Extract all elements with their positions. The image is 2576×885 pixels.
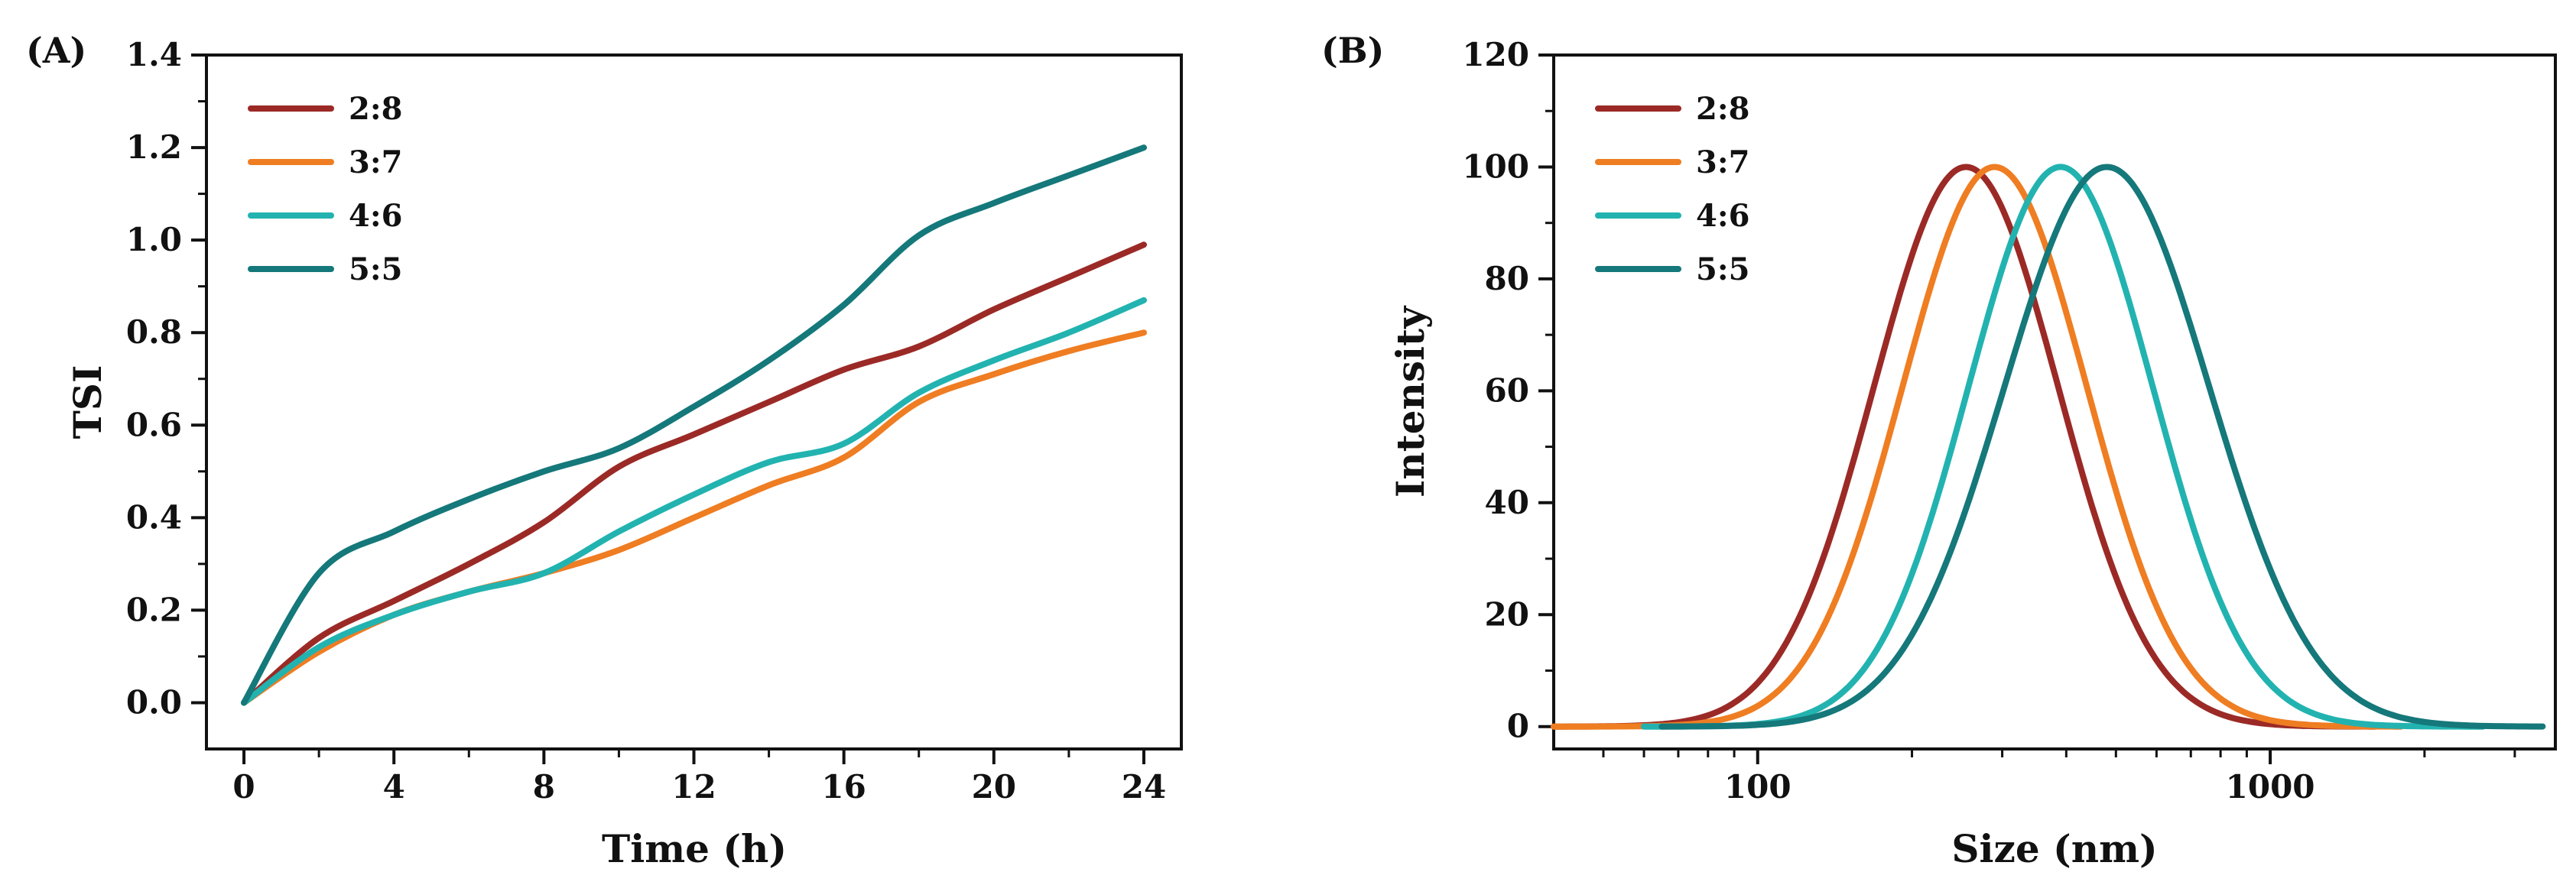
panel-a-y-tick-label: 0.2 (126, 591, 182, 628)
panel-a: (A) 0 4 8 12 16 20 240.00.20.40.60.81.01.21.4 … (26, 30, 1183, 871)
panel-b-legend-label-2-8: 2:8 (1696, 91, 1749, 127)
panel-a-x-tick-label: 4 (383, 768, 405, 806)
panel-a-y-tick-label: 0.6 (126, 406, 182, 443)
panel-a-y-tick-label: 0.8 (126, 313, 182, 351)
panel-b-y-tick-label: 100 (1462, 148, 1529, 185)
panel-a-ticks: 0 4 8 12 16 20 24 0.0 0.2 0.4 0.6 0.8 1.0 1.2 1.4 (126, 36, 1166, 806)
panel-a-label: (A) (26, 30, 86, 71)
panel-b-x-tick-label: 1000 (2226, 768, 2315, 806)
panel-a-y-tick-label: 0.4 (126, 498, 182, 536)
panel-a-x-axis-title: Time (h) (602, 826, 787, 871)
panel-a-x-tick-label: 24 (1122, 768, 1166, 806)
panel-a-y-tick-label: 1.4 (126, 36, 182, 73)
panel-b-label: (B) (1321, 30, 1384, 71)
panel-b-x-tick-label: 100 (1724, 768, 1792, 806)
panel-a-y-tick-label: 0.0 (126, 683, 182, 721)
panel-a-legend-label-3-7: 3:7 (349, 144, 402, 180)
panel-a-x-tick-label: 12 (671, 768, 716, 806)
panel-b-legend-label-4-6: 4:6 (1696, 198, 1749, 234)
panel-a-legend-label-2-8: 2:8 (349, 91, 402, 127)
panel-b-y-tick-label: 120 (1462, 36, 1529, 73)
panel-a-y-tick-label: 1.2 (126, 128, 182, 166)
panel-b-y-tick-label: 0 (1507, 708, 1529, 745)
panel-b-y-tick-label: 40 (1485, 484, 1529, 521)
panel-b-y-tick-label: 20 (1485, 595, 1529, 633)
panel-a-series-4-6-line (241, 297, 1147, 706)
panel-a-legend-label-4-6: 4:6 (349, 198, 402, 234)
panel-a-x-tick-label: 16 (821, 768, 866, 806)
panel-b-series-3-7-line (1551, 164, 2405, 730)
panel-b-plot-frame (1552, 53, 2557, 750)
panel-b-ticks: 100 1000 0 20 40 60 80 100 120 (1462, 36, 2516, 806)
panel-a-y-tick-label: 1.0 (126, 221, 182, 258)
panel-a-series (241, 144, 1147, 706)
panel-b-series-2-8-line (1551, 164, 2378, 730)
panel-a-legend: 2:8 3:7 4:6 5:5 (248, 91, 402, 287)
panel-b-x-axis-title: Size (nm) (1951, 826, 2157, 871)
panel-b-series (1551, 164, 2546, 730)
panel-a-legend-label-5-5: 5:5 (349, 251, 402, 287)
panel-b-legend: 2:8 3:7 4:6 5:5 (1595, 91, 1749, 287)
panel-a-series-5-5-line (241, 144, 1147, 706)
panel-a-series-2-8-line (241, 242, 1147, 706)
panel-b-legend-label-3-7: 3:7 (1696, 144, 1749, 180)
panel-a-x-tick-label: 20 (972, 768, 1016, 806)
panel-b-y-tick-label: 80 (1485, 260, 1529, 297)
panel-a-series-3-7-line (241, 329, 1147, 706)
panel-a-x-tick-label: 0 (232, 768, 255, 806)
panel-b-series-4-6-line (1641, 164, 2487, 730)
panel-a-x-tick-label: 8 (533, 768, 555, 806)
panel-b-y-axis-title: Intensity (1388, 305, 1433, 498)
panel-b-series-5-5-line (1658, 164, 2546, 730)
panel-b-y-tick-label: 60 (1485, 371, 1529, 409)
panel-b-legend-label-5-5: 5:5 (1696, 251, 1749, 287)
panel-a-y-axis-title: TSI (65, 365, 110, 439)
